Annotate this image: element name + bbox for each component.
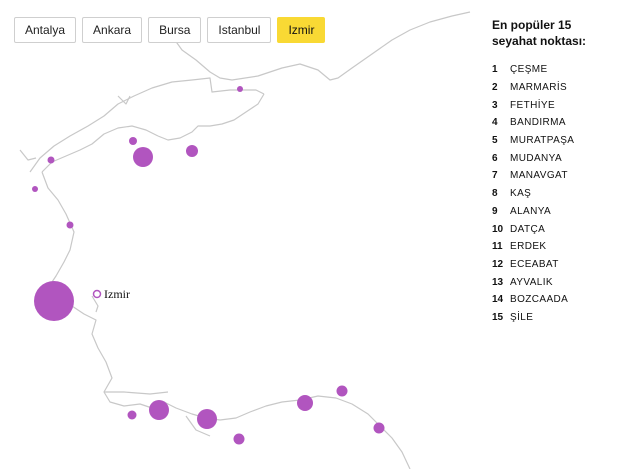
izmir-marker[interactable]: Izmir	[92, 287, 131, 301]
destination-dot[interactable]	[34, 281, 74, 321]
legend-item: 10 DATÇA	[492, 220, 616, 238]
legend-item: 6 MUDANYA	[492, 149, 616, 167]
destination-dot[interactable]	[133, 147, 153, 167]
legend-destination-name: AYVALIK	[510, 276, 554, 288]
legend-destination-name: BANDIRMA	[510, 117, 566, 129]
legend-destination-name: BOZCAADA	[510, 294, 569, 306]
legend-destination-name: FETHİYE	[510, 99, 556, 111]
legend-item: 12 ECEABAT	[492, 256, 616, 274]
legend-destination-name: ŞİLE	[510, 311, 534, 323]
legend-destination-name: MANAVGAT	[510, 170, 568, 182]
destination-dot[interactable]	[373, 422, 385, 434]
legend-rank: 12	[492, 258, 504, 270]
destination-dot[interactable]	[336, 385, 348, 397]
legend-item: 3 FETHİYE	[492, 96, 616, 114]
legend-rank: 13	[492, 276, 504, 288]
legend-destination-name: MUDANYA	[510, 152, 563, 164]
legend-item: 2 MARMARİS	[492, 79, 616, 97]
legend-rank: 9	[492, 205, 498, 217]
izmir-marker-dot[interactable]	[92, 289, 102, 299]
legend-rank: 3	[492, 99, 498, 111]
legend-item: 8 KAŞ	[492, 185, 616, 203]
legend-destination-name: KAŞ	[510, 188, 532, 200]
legend-rank: 6	[492, 152, 498, 164]
destination-dot[interactable]	[197, 409, 217, 429]
destination-dot[interactable]	[66, 221, 74, 229]
legend-item: 5 MURATPAŞA	[492, 132, 616, 150]
legend-rank: 8	[492, 188, 498, 200]
destination-dots	[32, 86, 385, 445]
legend-destination-name: DATÇA	[510, 223, 546, 235]
tab-antalya[interactable]: Antalya	[14, 17, 77, 43]
tab-istanbul[interactable]: Istanbul	[207, 17, 272, 43]
coastline	[19, 11, 471, 469]
legend-list: 1 ÇEŞME 2 MARMARİS 3 FETHİYE 4 BANDIRMA 5 MURATPA…	[492, 61, 616, 326]
legend-rank: 2	[492, 82, 498, 94]
popular-destinations-legend: En popüler 15 seyahat noktası: 1 ÇEŞME 2 MA…	[492, 17, 616, 326]
legend-destination-name: MARMARİS	[510, 82, 568, 94]
izmir-label: Izmir	[104, 287, 130, 301]
destination-dot[interactable]	[32, 186, 38, 192]
map[interactable]: Izmir	[0, 0, 480, 469]
legend-rank: 5	[492, 135, 498, 147]
legend-rank: 10	[492, 223, 504, 235]
legend-destination-name: MURATPAŞA	[510, 135, 575, 147]
destination-dot[interactable]	[47, 156, 55, 164]
legend-item: 4 BANDIRMA	[492, 114, 616, 132]
tab-ankara[interactable]: Ankara	[82, 17, 143, 43]
legend-rank: 11	[492, 241, 503, 253]
legend-item: 7 MANAVGAT	[492, 167, 616, 185]
tab-izmir[interactable]: Izmir	[277, 17, 326, 43]
legend-title: En popüler 15 seyahat noktası:	[492, 18, 587, 48]
destination-dot[interactable]	[149, 400, 169, 420]
legend-rank: 1	[492, 64, 498, 76]
legend-rank: 14	[492, 294, 504, 306]
legend-destination-name: ÇEŞME	[510, 64, 548, 76]
legend-destination-name: ERDEK	[510, 241, 547, 253]
legend-item: 13 AYVALIK	[492, 273, 616, 291]
legend-item: 9 ALANYA	[492, 203, 616, 221]
legend-item: 14 BOZCAADA	[492, 291, 616, 309]
legend-item: 11 ERDEK	[492, 238, 616, 256]
destination-dot[interactable]	[233, 433, 245, 445]
city-tabs: Antalya Ankara Bursa Istanbul Izmir	[14, 17, 331, 43]
legend-rank: 4	[492, 117, 498, 129]
legend-item: 15 ŞİLE	[492, 309, 616, 327]
destination-dot[interactable]	[297, 395, 313, 411]
legend-rank: 15	[492, 311, 504, 323]
destination-dot[interactable]	[186, 145, 198, 157]
destination-dot[interactable]	[237, 86, 243, 92]
destination-dot[interactable]	[129, 137, 137, 145]
destination-dot[interactable]	[127, 410, 137, 420]
legend-destination-name: ECEABAT	[510, 258, 559, 270]
legend-destination-name: ALANYA	[510, 205, 552, 217]
tab-bursa[interactable]: Bursa	[148, 17, 202, 43]
legend-rank: 7	[492, 170, 498, 182]
legend-item: 1 ÇEŞME	[492, 61, 616, 79]
